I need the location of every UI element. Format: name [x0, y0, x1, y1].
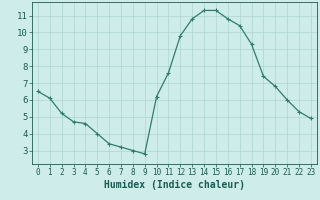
X-axis label: Humidex (Indice chaleur): Humidex (Indice chaleur) [104, 180, 245, 190]
